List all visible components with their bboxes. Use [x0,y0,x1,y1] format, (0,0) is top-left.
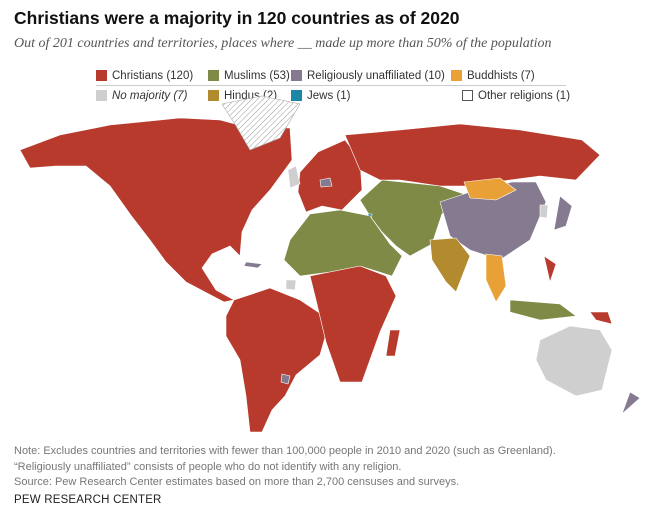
swatch [451,70,462,81]
world-map [19,95,641,433]
japan [553,195,573,231]
notes: Note: Excludes countries and territories… [14,444,556,491]
legend-item-unaffiliated: Religiously unaffiliated (10) [291,70,445,82]
legend-label: Muslims (53) [224,69,290,82]
north-america [19,117,293,303]
philippines [543,255,557,284]
legend-label: Jews (1) [307,89,351,102]
swatch [291,70,302,81]
uruguay [280,373,291,385]
south-america [225,287,331,433]
greenland [221,95,301,151]
europe [297,139,363,213]
chart-subtitle: Out of 201 countries and territories, pl… [14,36,552,51]
source-text: Source: Pew Research Center estimates ba… [14,476,460,488]
swatch [462,90,473,101]
legend-item-christians: Christians (120) [96,70,193,82]
legend-label: Christians (120) [112,69,194,82]
mongolia [463,177,517,201]
legend-item-buddhists: Buddhists (7) [451,70,535,82]
legend-label: Other religions (1) [478,89,571,102]
sub-saharan-africa [309,265,397,383]
swatch [96,70,107,81]
note-definition: “Religiously unaffiliated” consists of p… [14,460,402,473]
brand-label: PEW RESEARCH CENTER [14,494,162,506]
chart-title: Christians were a majority in 120 countr… [14,8,460,28]
uk [287,165,301,189]
legend-label: Religiously unaffiliated (10) [307,69,445,82]
swatch [291,90,302,101]
legend-item-muslims: Muslims (53) [208,70,290,82]
new-zealand [621,391,641,415]
swatch [96,90,107,101]
north-africa [283,209,403,277]
ivory-coast [285,279,297,291]
australia [535,325,613,397]
madagascar [385,329,401,357]
indonesia [509,299,577,321]
swatch [208,70,219,81]
papua-new-guinea [589,311,613,325]
cuba [243,261,263,269]
legend-item-no-majority: No majority (7) [96,90,187,102]
swatch [208,90,219,101]
note-text: Note: Excludes countries and territories… [14,445,556,457]
southeast-asia [485,253,507,303]
czechia [319,177,333,188]
legend-label: No majority (7) [112,89,188,102]
legend: Christians (120) Muslims (53) Religiousl… [96,66,570,105]
korea [539,204,549,219]
legend-item-other: Other religions (1) [462,90,570,102]
legend-item-jews: Jews (1) [291,90,350,102]
russia [344,123,601,187]
legend-label: Buddhists (7) [467,69,535,82]
india [429,237,471,293]
